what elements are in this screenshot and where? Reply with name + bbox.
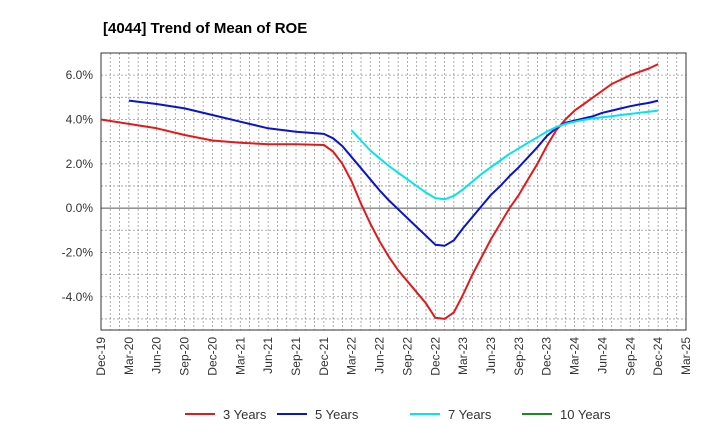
y-tick-label: 2.0% <box>66 157 94 171</box>
x-tick-label: Dec-23 <box>540 337 554 376</box>
y-tick-label: 4.0% <box>66 112 94 126</box>
series-line-3-years <box>100 63 659 320</box>
x-tick-label: Sep-24 <box>623 337 637 376</box>
x-tick-label: Jun-22 <box>373 337 387 374</box>
x-tick-label: Mar-20 <box>122 337 136 375</box>
x-tick-label: Sep-20 <box>178 337 192 376</box>
legend-item: 3 Years <box>185 407 267 422</box>
x-tick-label: Jun-24 <box>595 337 609 374</box>
x-axis: Dec-19 Mar-20 Jun-20 Sep-20 Dec-20 Mar-21 Jun-… <box>94 337 693 376</box>
x-tick-label: Sep-23 <box>512 337 526 376</box>
legend-item: 10 Years <box>522 407 611 422</box>
series-line-5-years <box>128 99 659 247</box>
plot-area <box>100 52 687 331</box>
x-tick-label: Jun-23 <box>484 337 498 374</box>
x-tick-label: Jun-20 <box>150 337 164 374</box>
y-axis: -4.0% -2.0% 0.0% 2.0% 4.0% 6.0% <box>62 68 94 304</box>
x-tick-label: Mar-22 <box>345 337 359 375</box>
y-tick-label: -2.0% <box>62 245 94 259</box>
x-tick-label: Mar-24 <box>568 337 582 375</box>
x-tick-label: Mar-23 <box>456 337 470 375</box>
y-tick-label: 6.0% <box>66 68 94 82</box>
legend: 3 Years 5 Years 7 Years 10 Years <box>185 407 611 422</box>
x-tick-label: Sep-22 <box>400 337 414 376</box>
y-tick-label: 0.0% <box>66 201 94 215</box>
x-tick-label: Sep-21 <box>289 337 303 376</box>
x-tick-label: Mar-25 <box>679 337 693 375</box>
legend-label: 3 Years <box>223 407 267 422</box>
x-tick-label: Jun-21 <box>261 337 275 374</box>
legend-label: 5 Years <box>315 407 359 422</box>
legend-label: 7 Years <box>448 407 492 422</box>
x-tick-label: Dec-19 <box>94 337 108 376</box>
series-lines <box>100 63 659 320</box>
legend-item: 5 Years <box>277 407 359 422</box>
x-tick-label: Dec-21 <box>317 337 331 376</box>
x-tick-label: Mar-21 <box>233 337 247 375</box>
legend-label: 10 Years <box>560 407 611 422</box>
legend-item: 7 Years <box>410 407 492 422</box>
x-tick-label: Dec-22 <box>428 337 442 376</box>
x-tick-label: Dec-24 <box>651 337 665 376</box>
x-tick-label: Dec-20 <box>205 337 219 376</box>
chart-title: [4044] Trend of Mean of ROE <box>103 20 307 37</box>
series-line-7-years <box>350 109 659 201</box>
y-tick-label: -4.0% <box>62 290 94 304</box>
